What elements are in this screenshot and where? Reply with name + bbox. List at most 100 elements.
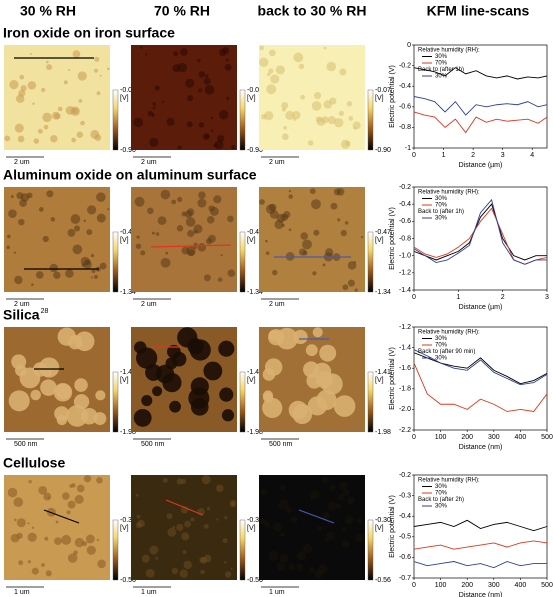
image-texture <box>56 414 68 426</box>
image-texture <box>281 102 289 109</box>
x-tick-label: 200 <box>461 582 473 589</box>
image-texture <box>347 261 357 270</box>
colorbar-unit: [V] <box>120 525 129 532</box>
image-texture <box>288 563 296 571</box>
legend-group: Back to (after 1h) <box>418 209 464 215</box>
image-texture <box>151 113 155 117</box>
x-tick-label: 3 <box>501 152 505 159</box>
kfm-image <box>259 187 365 292</box>
image-texture <box>8 209 17 218</box>
image-texture <box>74 331 95 352</box>
image-texture <box>71 137 77 143</box>
image-texture <box>135 493 139 497</box>
image-texture <box>80 407 98 425</box>
legend-title: Relative humidity (RH): <box>418 48 480 54</box>
image-texture <box>262 390 274 401</box>
image-texture <box>270 74 280 84</box>
image-texture <box>203 77 211 85</box>
image-texture <box>62 492 70 500</box>
image-texture <box>276 327 298 350</box>
colorbar <box>112 231 119 293</box>
image-texture <box>13 251 17 254</box>
image-texture <box>187 95 194 102</box>
image-texture <box>354 288 358 292</box>
image-texture <box>182 550 187 554</box>
image-texture <box>344 515 354 525</box>
colorbar-unit: [V] <box>120 377 129 384</box>
image-texture <box>198 122 205 128</box>
image-texture <box>160 189 171 200</box>
image-texture <box>135 243 142 249</box>
colorbar-max-label: -1.41 <box>375 369 391 376</box>
image-texture <box>71 483 76 488</box>
image-texture <box>298 248 307 256</box>
image-texture <box>185 217 196 227</box>
image-texture <box>177 145 182 150</box>
x-tick-label: 500 <box>541 582 553 589</box>
image-texture <box>65 269 74 278</box>
image-background <box>131 187 237 292</box>
image-texture <box>231 144 236 150</box>
series-line <box>413 561 547 569</box>
image-texture <box>275 65 285 75</box>
image-texture <box>93 274 98 279</box>
legend-label: 30% <box>435 216 448 222</box>
image-texture <box>312 327 323 338</box>
colorbar-unit: [V] <box>375 237 384 244</box>
image-texture <box>218 110 229 120</box>
image-texture <box>50 134 58 143</box>
image-texture <box>230 567 233 571</box>
image-texture <box>278 499 289 510</box>
x-tick-label: 1 <box>456 294 460 301</box>
image-texture <box>264 111 274 121</box>
image-texture <box>43 492 52 501</box>
image-texture <box>179 48 188 56</box>
image-texture <box>16 192 24 200</box>
x-tick-label: 0 <box>412 294 416 301</box>
image-texture <box>210 129 214 132</box>
scale-bar-label: 2 um <box>14 159 30 166</box>
image-texture <box>285 506 292 514</box>
series-line <box>413 96 548 116</box>
image-texture <box>47 496 50 499</box>
image-texture <box>340 139 350 149</box>
image-texture <box>91 269 96 274</box>
image-texture <box>152 106 156 110</box>
image-texture <box>203 361 223 381</box>
image-texture <box>15 364 27 377</box>
colorbar-unit: [V] <box>120 237 129 244</box>
image-texture <box>224 516 228 520</box>
row-title: Iron oxide on iron surface <box>3 25 175 41</box>
y-tick-label: -0.6 <box>399 104 411 111</box>
image-texture <box>96 91 101 96</box>
image-texture <box>293 117 297 121</box>
image-texture <box>355 533 364 543</box>
image-texture <box>172 51 179 57</box>
colorbar-min-label: -1.34 <box>247 289 263 296</box>
image-texture <box>259 57 269 67</box>
image-texture <box>67 228 76 237</box>
scale-bar-label: 500 nm <box>269 441 293 448</box>
scale-bar-label: 2 um <box>269 159 285 166</box>
scale-bar-label: 1 um <box>141 589 157 596</box>
x-axis-label: Distance (nm) <box>459 592 503 597</box>
image-texture <box>330 202 338 210</box>
image-texture <box>90 129 100 139</box>
image-texture <box>139 45 143 49</box>
y-tick-label: -1 <box>405 145 411 152</box>
image-texture <box>42 112 52 123</box>
image-texture <box>344 221 349 225</box>
scale-bar-label: 2 um <box>269 301 285 308</box>
image-texture <box>185 78 195 88</box>
column-header: back to 30 % RH <box>258 3 367 19</box>
image-texture <box>262 397 283 419</box>
image-texture <box>13 518 17 522</box>
y-tick-label: -2.2 <box>399 427 411 434</box>
image-texture <box>43 124 49 130</box>
image-texture <box>288 400 308 420</box>
legend-group: Back to (after 1h) <box>418 67 464 73</box>
image-texture <box>353 126 357 130</box>
image-texture <box>217 134 225 143</box>
image-texture <box>134 341 147 354</box>
